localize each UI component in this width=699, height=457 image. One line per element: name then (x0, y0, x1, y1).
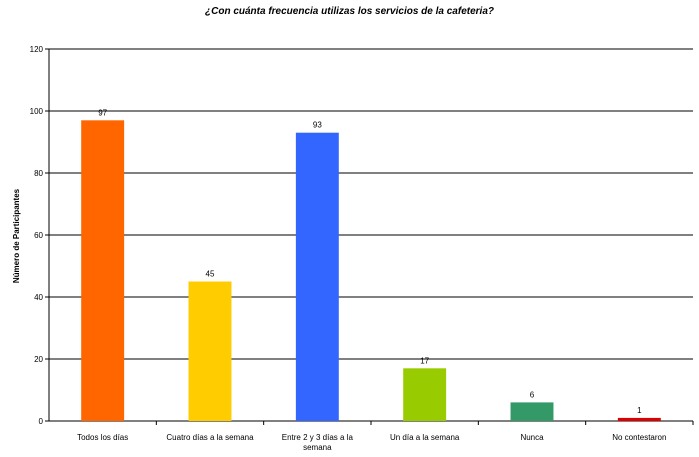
data-label: 17 (420, 356, 429, 365)
y-tick-label: 80 (34, 169, 43, 178)
x-tick-label: Todos los días (77, 433, 128, 442)
x-tick-label: Cuatro días a la semana (166, 433, 254, 442)
x-tick-label: No contestaron (612, 433, 666, 442)
y-tick-label: 60 (34, 231, 43, 240)
data-label: 93 (313, 121, 322, 130)
y-tick-label: 120 (30, 45, 44, 54)
bar (81, 120, 125, 422)
chart-title: ¿Con cuánta frecuencia utilizas los serv… (205, 6, 494, 17)
y-tick-label: 20 (34, 355, 43, 364)
bar (295, 132, 339, 421)
x-tick-label: Entre 2 y 3 días a la (282, 433, 354, 442)
data-label: 6 (530, 390, 535, 399)
bar (510, 402, 554, 421)
gridlines (49, 48, 693, 360)
tick-labels: 0 20 40 60 80 100 120 Todos los días Cuatro días… (30, 45, 667, 452)
x-tick-label: semana (303, 443, 332, 452)
bar (403, 368, 447, 421)
data-label: 1 (637, 406, 642, 415)
data-label: 97 (98, 108, 107, 117)
bars (81, 120, 661, 422)
bar (188, 281, 232, 421)
x-tick-label: Un día a la semana (390, 433, 460, 442)
axes (45, 48, 694, 425)
data-label: 45 (206, 270, 215, 279)
y-tick-label: 0 (39, 417, 44, 426)
bar (617, 417, 661, 421)
y-tick-label: 40 (34, 293, 43, 302)
data-labels: 97 45 93 17 6 1 (98, 108, 642, 415)
x-tick-label: Nunca (520, 433, 544, 442)
y-tick-label: 100 (30, 107, 44, 116)
y-axis-label: Número de Participantes (12, 188, 21, 283)
